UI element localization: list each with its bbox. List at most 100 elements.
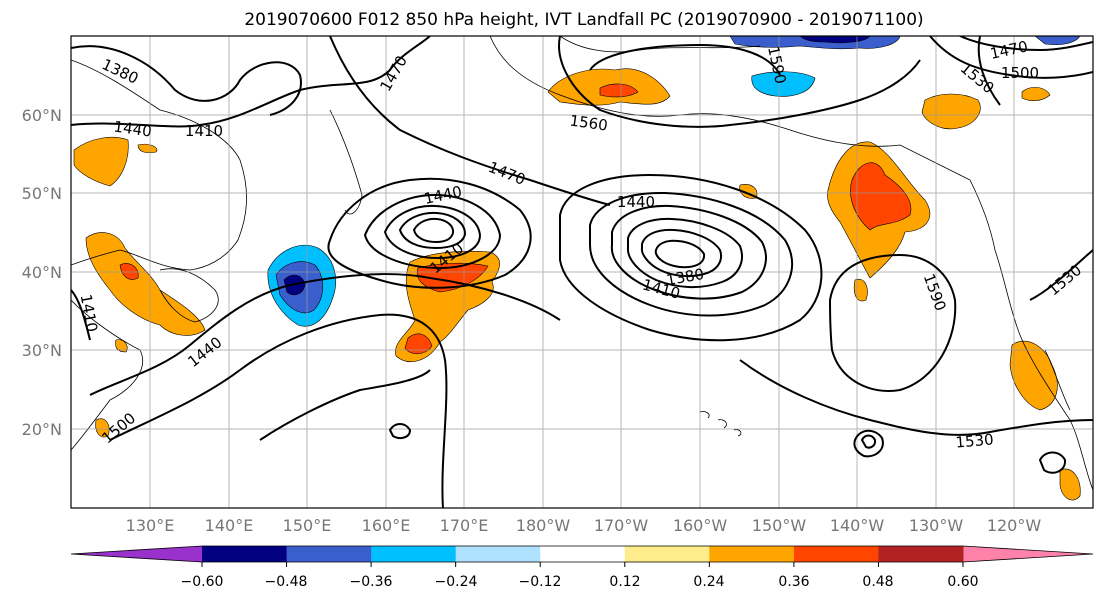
colorbar-tick-labels: −0.60 −0.48 −0.36 −0.24 −0.12 0.12 0.24 … — [181, 574, 979, 590]
colorbar-tick-label: 0.36 — [778, 574, 809, 590]
positive-anomaly-gulf-core — [850, 162, 912, 231]
lat-label-50: 50°N — [22, 184, 62, 203]
contour-low-east-2 — [589, 191, 794, 317]
contour-1590-alaska — [589, 43, 781, 76]
colorbar-segment — [540, 546, 626, 562]
lon-label: 150°W — [752, 516, 807, 535]
lon-label: 180°W — [516, 516, 571, 535]
contour-low-east-outer — [559, 173, 823, 342]
colorbar-segment — [455, 546, 541, 562]
colorbar-tick-label: 0.12 — [609, 574, 640, 590]
positive-anomaly-canada — [921, 93, 981, 130]
lon-label: 140°E — [205, 516, 254, 535]
contour-low-west-5 — [412, 217, 455, 244]
colorbar-segment — [624, 546, 710, 562]
colorbar: −0.60 −0.48 −0.36 −0.24 −0.12 0.12 0.24 … — [70, 545, 1094, 590]
graticule — [71, 36, 1093, 508]
contour-label: 1560 — [569, 111, 609, 134]
positive-anomaly-midpac-core — [416, 262, 489, 293]
colorbar-tick-label: −0.24 — [435, 574, 478, 590]
contour-ring-hawaii-inner — [860, 434, 877, 449]
colorbar-tick-label: −0.12 — [519, 574, 562, 590]
contour-low-east-4 — [626, 217, 743, 289]
map-frame — [70, 35, 1094, 509]
contour-1410-west — [71, 289, 91, 341]
lat-label-20: 20°N — [22, 420, 62, 439]
colorbar-segments — [70, 545, 1094, 563]
ivt-shading — [73, 36, 1081, 501]
contour-low-west-4 — [398, 211, 467, 250]
contour-1530-south — [259, 369, 431, 441]
positive-anomaly-japan — [73, 137, 129, 187]
contour-low-west-2 — [363, 193, 502, 270]
positive-anomaly-ne — [1021, 87, 1051, 101]
colorbar-tick-label: 0.24 — [693, 574, 724, 590]
contour-low-east-3 — [610, 204, 767, 300]
positive-anomaly-alaska-core — [599, 83, 639, 98]
contour-1590-east — [828, 253, 957, 392]
lon-label: 170°W — [594, 516, 649, 535]
contour-1380-nw — [71, 45, 302, 116]
lon-label: 120°W — [987, 516, 1042, 535]
contour-1530-coast — [1029, 249, 1093, 301]
contour-label: 1410 — [185, 122, 223, 140]
colorbar-arrow-low — [71, 546, 202, 562]
lon-label: 130°W — [909, 516, 964, 535]
contour-ring-hawaii — [853, 429, 884, 458]
map-title: 2019070600 F012 850 hPa height, IVT Land… — [244, 10, 923, 30]
positive-anomaly-small3 — [137, 143, 158, 154]
coast-baja — [1044, 349, 1071, 411]
contour-label: 1440 — [113, 117, 153, 140]
positive-anomaly-small4 — [115, 339, 128, 353]
negative-anomaly-arctic-core — [799, 36, 871, 44]
contour-1500-south — [109, 313, 448, 508]
coast-asia — [71, 59, 247, 271]
contour-low-east-5 — [640, 228, 722, 278]
coast-asia-south — [71, 299, 143, 451]
lat-label-40: 40°N — [22, 263, 62, 282]
colorbar-tick-label: −0.36 — [350, 574, 393, 590]
colorbar-tick-label: −0.60 — [181, 574, 224, 590]
lon-label: 130°E — [126, 516, 175, 535]
contour-low-west-outer — [327, 177, 532, 289]
contour-1410-1440-west — [71, 36, 431, 128]
map-area — [71, 36, 1093, 508]
contour-ring-midpac — [388, 423, 412, 439]
positive-anomaly-east — [1009, 340, 1058, 411]
colorbar-segment — [793, 546, 879, 562]
contour-label: 1440 — [617, 193, 655, 211]
lat-label-30: 30°N — [22, 341, 62, 360]
colorbar-tick-label: 0.60 — [947, 574, 978, 590]
contour-1530-east — [739, 359, 1093, 436]
lon-label: 150°E — [283, 516, 332, 535]
colorbar-ticks — [201, 562, 964, 567]
colorbar-segment — [878, 546, 964, 562]
positive-anomaly-small1 — [853, 278, 868, 302]
height-contours — [71, 36, 1093, 508]
contour-1500-ne — [929, 36, 1093, 79]
contour-1470-upper — [329, 36, 611, 206]
coast-kamchatka — [329, 109, 363, 215]
contour-low-west-3 — [383, 204, 482, 260]
latitude-labels: 60°N 50°N 40°N 30°N 20°N — [22, 106, 62, 439]
lon-label: 170°E — [440, 516, 489, 535]
positive-anomaly-japan2 — [85, 232, 206, 336]
negative-anomaly-arctic2 — [751, 71, 816, 97]
lat-label-60: 60°N — [22, 106, 62, 125]
contour-1560-alaska — [558, 36, 921, 128]
colorbar-segment — [709, 546, 795, 562]
positive-anomaly-midpac-core2 — [404, 333, 433, 355]
colorbar-tick-label: −0.48 — [265, 574, 308, 590]
colorbar-segment — [202, 546, 288, 562]
positive-anomaly-baja — [1059, 468, 1081, 501]
longitude-labels: 130°E 140°E 150°E 160°E 170°E 180°W 170°… — [126, 516, 1042, 535]
contour-label: 1530 — [955, 430, 995, 451]
hawaii — [699, 411, 742, 437]
contour-1440-south — [89, 273, 561, 396]
lon-label: 160°W — [673, 516, 728, 535]
colorbar-arrow-high — [962, 546, 1093, 562]
contour-1470-ne — [959, 36, 1093, 52]
colorbar-segment — [286, 546, 372, 562]
contour-ring-east — [1038, 451, 1067, 474]
